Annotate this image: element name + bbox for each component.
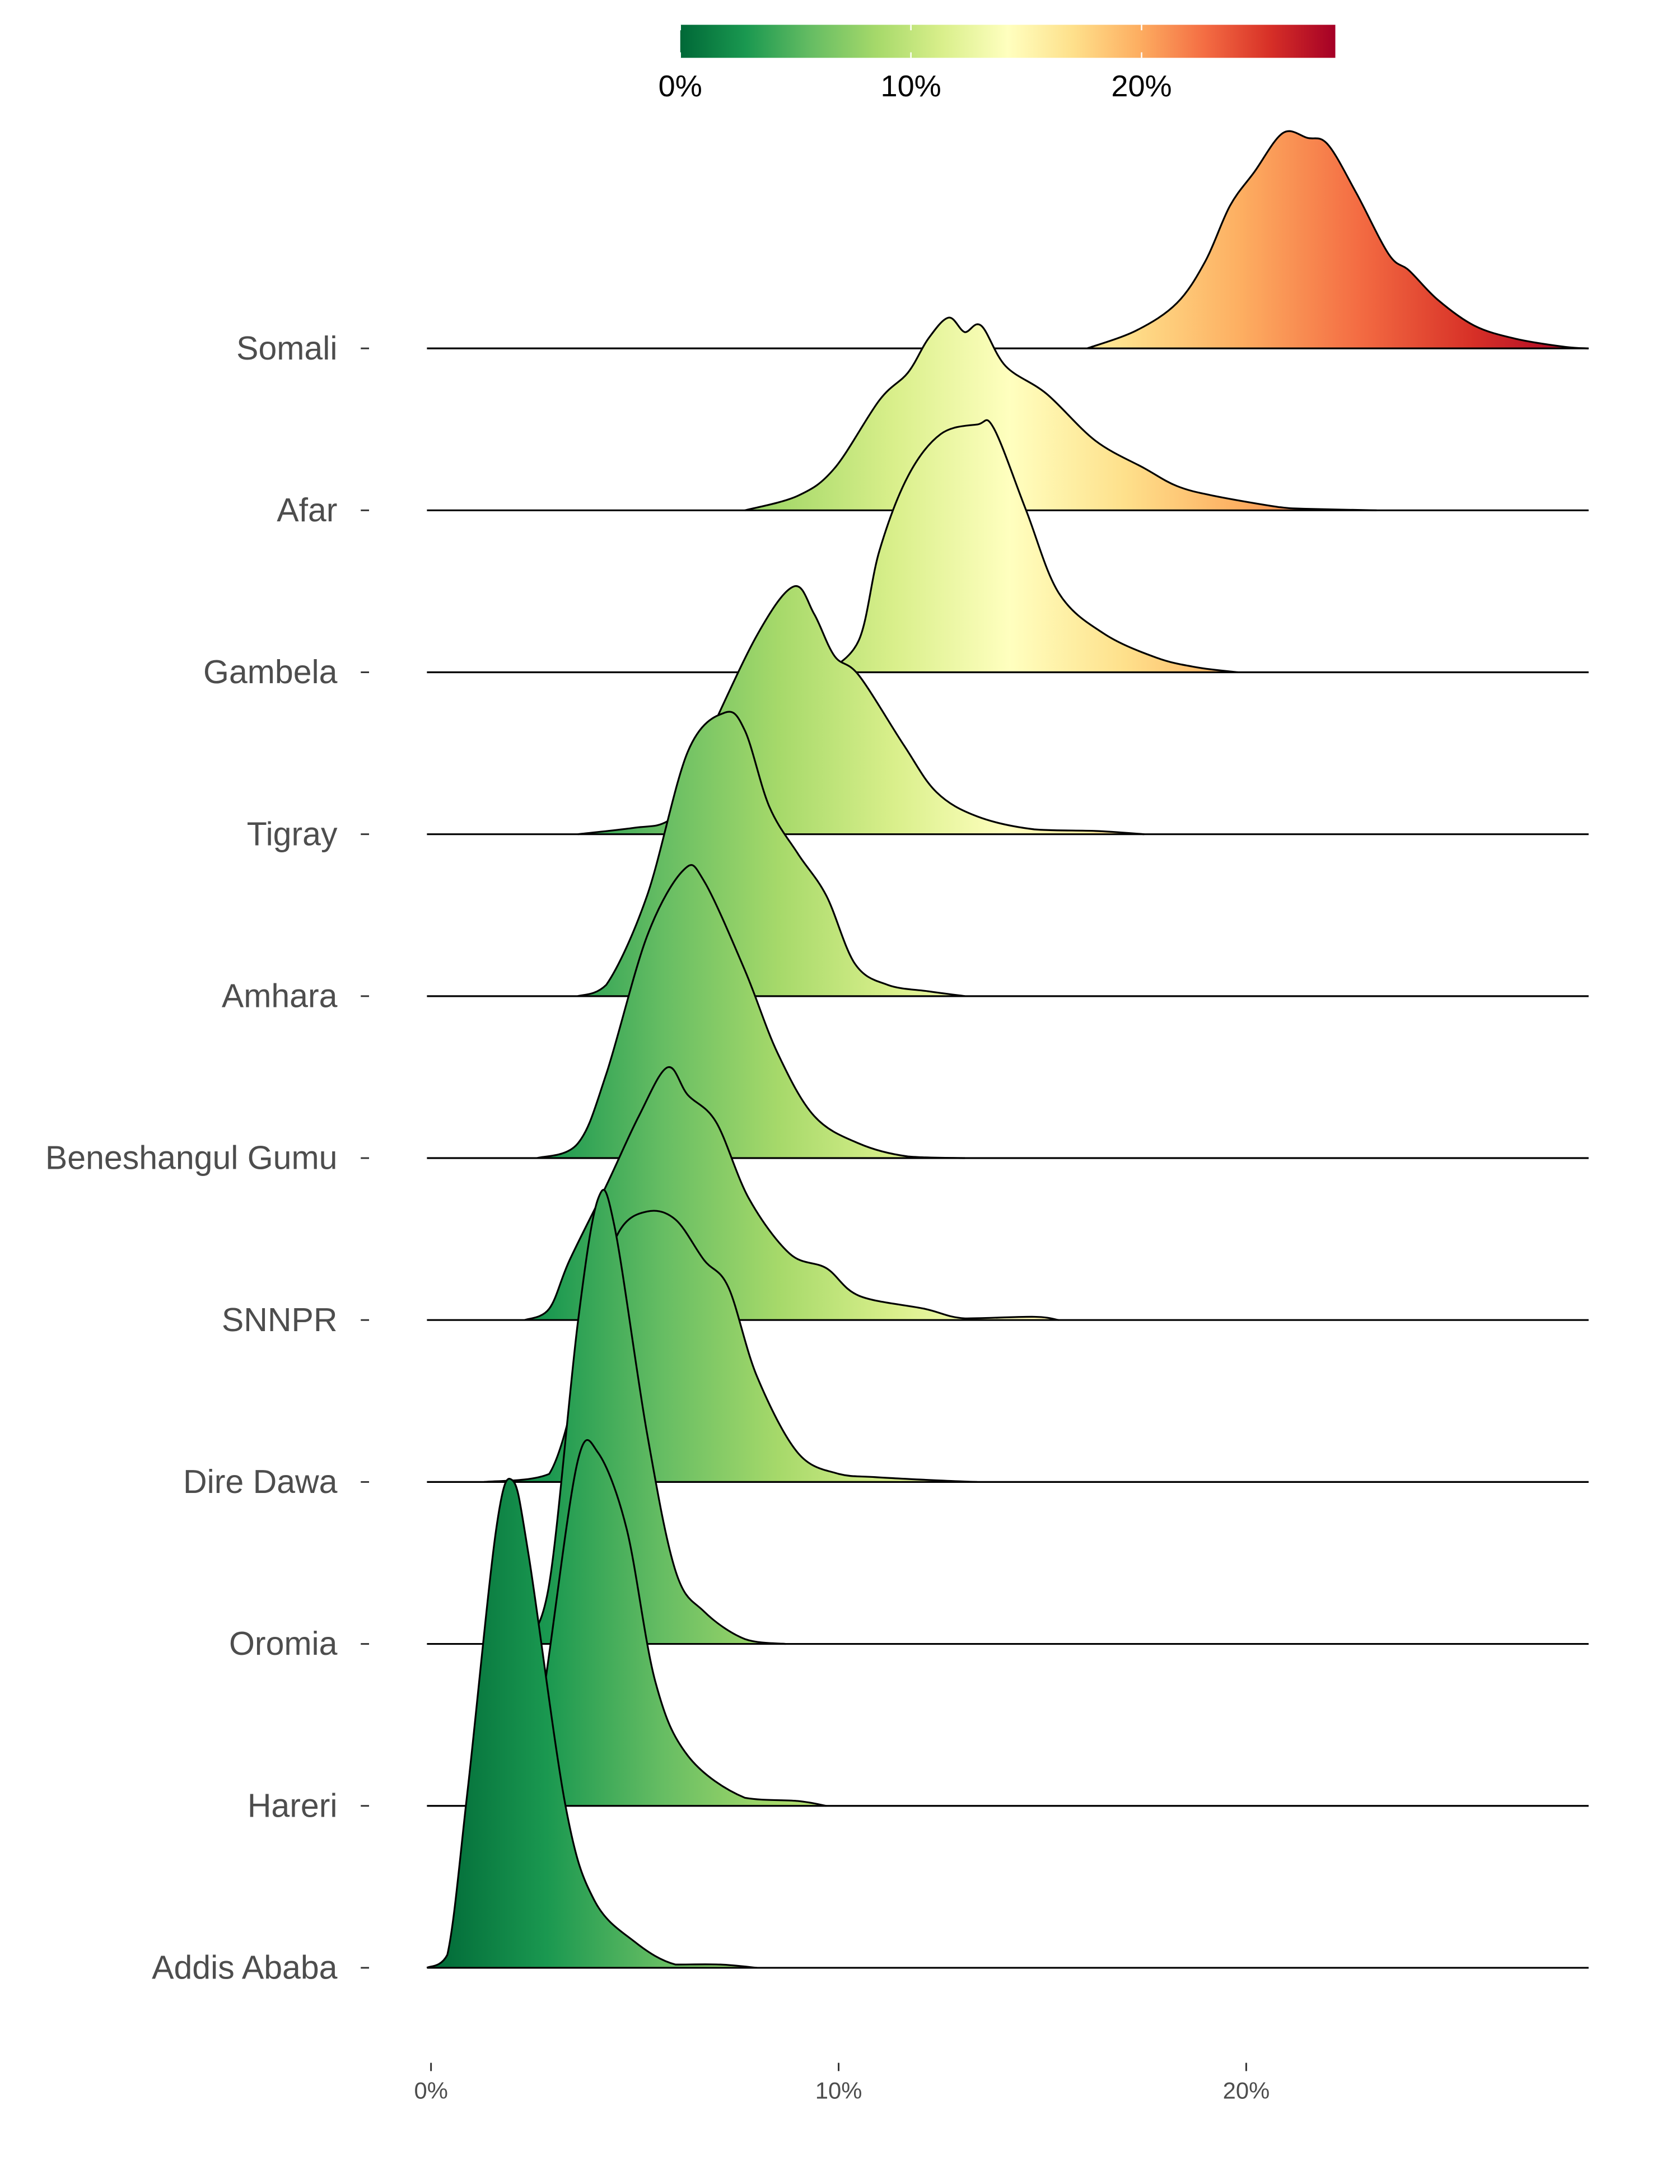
ridge-outline bbox=[744, 316, 1377, 511]
ridge-outline bbox=[1086, 130, 1589, 349]
ridge-area bbox=[745, 318, 1377, 511]
ridge-somali bbox=[427, 130, 1589, 349]
ridge-outline bbox=[536, 864, 965, 1159]
ridge-outline bbox=[426, 1478, 758, 1969]
y-tick-label: Tigray bbox=[247, 815, 338, 852]
ridge-outline bbox=[524, 1189, 786, 1645]
ridge-area bbox=[826, 420, 1238, 673]
x-tick-label: 0% bbox=[414, 2078, 447, 2104]
ridge-area bbox=[536, 865, 965, 1159]
colorbar-legend: 0% 10% 20% bbox=[659, 25, 1336, 103]
x-axis: 0% 10% 20% bbox=[414, 2062, 1270, 2104]
y-tick-label: Hareri bbox=[248, 1787, 338, 1824]
ridge-area bbox=[529, 1440, 827, 1806]
y-tick-label: Oromia bbox=[229, 1625, 338, 1662]
ridge-outline bbox=[528, 1439, 827, 1807]
colorbar-tick-label: 10% bbox=[881, 69, 941, 103]
ridges bbox=[426, 130, 1589, 1969]
ridge-beneshangul-gumu bbox=[427, 864, 1589, 1159]
y-tick-label: Afar bbox=[277, 492, 337, 529]
y-tick-label: Gambela bbox=[203, 654, 338, 690]
y-tick-label: SNNPR bbox=[222, 1301, 338, 1338]
ridge-gambela bbox=[427, 419, 1589, 674]
x-tick-label: 10% bbox=[815, 2078, 862, 2104]
ridge-outline bbox=[825, 419, 1239, 674]
ridge-outline bbox=[524, 1066, 1059, 1321]
colorbar-tick-label: 20% bbox=[1111, 69, 1172, 103]
ridge-outline bbox=[577, 711, 965, 997]
ridge-area bbox=[1087, 131, 1589, 349]
ridge-area bbox=[427, 1478, 757, 1968]
ridge-addis-ababa bbox=[426, 1478, 1589, 1969]
colorbar-gradient bbox=[680, 25, 1336, 58]
y-tick-label: Amhara bbox=[222, 978, 338, 1015]
y-tick-label: Addis Ababa bbox=[152, 1949, 338, 1986]
y-tick-label: Somali bbox=[236, 330, 337, 367]
y-axis: Somali Afar Gambela Tigray Amhara Beneshangul… bbox=[45, 330, 370, 1986]
y-tick-label: Beneshangul Gumu bbox=[45, 1140, 338, 1177]
ridge-amhara bbox=[427, 711, 1589, 997]
x-tick-label: 20% bbox=[1223, 2078, 1270, 2104]
y-tick-label: Dire Dawa bbox=[183, 1463, 338, 1500]
ridge-hareri bbox=[427, 1439, 1589, 1807]
colorbar-tick-label: 0% bbox=[659, 69, 702, 103]
